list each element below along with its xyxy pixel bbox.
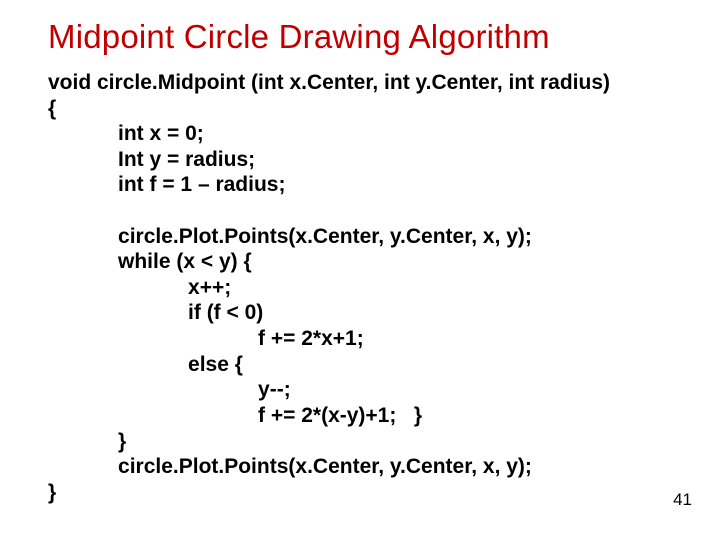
code-line: } <box>48 481 56 504</box>
code-line: Int y = radius; <box>48 148 255 171</box>
code-line: circle.Plot.Points(x.Center, y.Center, x… <box>48 225 532 248</box>
code-block: void circle.Midpoint (int x.Center, int … <box>48 70 688 505</box>
code-line: f += 2*(x-y)+1; } <box>48 404 422 427</box>
slide-title: Midpoint Circle Drawing Algorithm <box>48 18 688 56</box>
code-line: else { <box>48 353 243 376</box>
page-number: 41 <box>673 490 692 510</box>
code-line: circle.Plot.Points(x.Center, y.Center, x… <box>48 455 532 478</box>
code-line: y--; <box>48 378 291 401</box>
code-line: } <box>48 430 126 453</box>
code-line: int x = 0; <box>48 122 204 145</box>
code-line: f += 2*x+1; <box>48 327 364 350</box>
code-line: void circle.Midpoint (int x.Center, int … <box>48 71 610 94</box>
slide: Midpoint Circle Drawing Algorithm void c… <box>0 0 720 540</box>
code-line: int f = 1 – radius; <box>48 173 285 196</box>
code-line: while (x < y) { <box>48 250 252 273</box>
code-line: { <box>48 97 56 120</box>
code-line: x++; <box>48 276 231 299</box>
code-line: if (f < 0) <box>48 301 263 324</box>
